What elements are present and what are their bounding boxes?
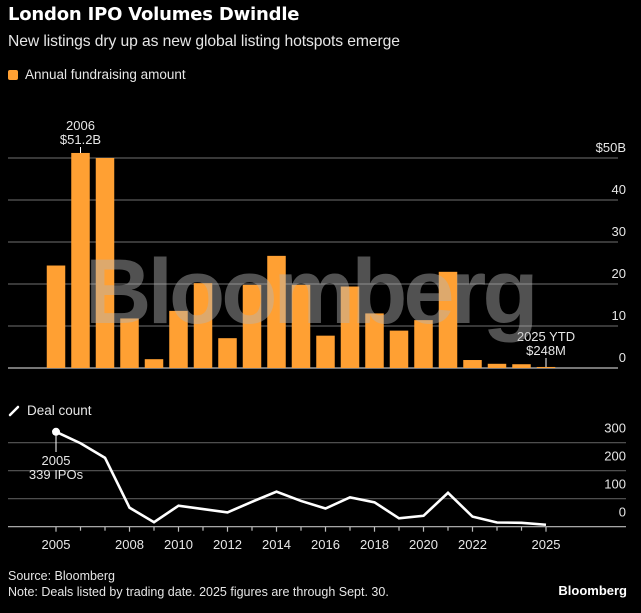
x-tick-label: 2016: [311, 537, 340, 552]
bar-chart-annotations: 2006$51.2B 2025 YTD$248M: [60, 118, 575, 367]
bar-chart-y-axis: 0 10 20 30 40 $50B: [596, 140, 626, 365]
line-y-tick-label: 100: [604, 477, 626, 492]
bar-y-tick-label: $50B: [596, 140, 626, 155]
bar-2015: [291, 284, 311, 368]
bar-2013: [242, 284, 262, 368]
line-y-tick-label: 300: [604, 421, 626, 436]
bar-2007: [95, 158, 115, 368]
x-tick-label: 2020: [409, 537, 438, 552]
legend-line-label: Deal count: [27, 403, 92, 418]
line-y-tick-label: 0: [619, 505, 626, 520]
line-chart-y-axis: 0 100 200 300: [604, 421, 626, 520]
x-tick-label: 2014: [262, 537, 291, 552]
chart-title: London IPO Volumes Dwindle: [8, 4, 300, 25]
bar-annotation-text: 2006: [66, 118, 95, 133]
x-tick-label: 2025: [532, 537, 561, 552]
source-note: Source: Bloomberg: [8, 569, 116, 583]
legend-bar-swatch-icon: [8, 69, 18, 80]
bar-annotation-text: $248M: [526, 343, 566, 358]
bar-2022: [463, 360, 482, 368]
x-tick-label: 2022: [458, 537, 487, 552]
x-tick-label: 2018: [360, 537, 389, 552]
bar-2009: [144, 359, 164, 368]
bar-y-tick-label: 30: [612, 224, 626, 239]
legend-bar-label: Annual fundraising amount: [25, 67, 186, 82]
deal-count-line: [55, 430, 547, 527]
line-annotation-text: 2005: [42, 453, 71, 468]
x-tick-label: 2008: [115, 537, 144, 552]
bar-2005: [46, 265, 66, 368]
bar-2021: [438, 271, 458, 368]
line-chart-x-axis: 2005 2008 2010 2012 2014 2016 2018 2020 2022 2025: [42, 526, 561, 552]
bar-chart-bars: [46, 152, 556, 368]
legend-line-swatch-icon: [8, 405, 20, 416]
brand-logo: Bloomberg: [558, 583, 627, 598]
x-tick-label: 2005: [42, 537, 71, 552]
bar-2014: [267, 255, 286, 368]
bar-2019: [389, 330, 409, 368]
bar-y-tick-label: 10: [612, 308, 626, 323]
bar-annotation-text: $51.2B: [60, 132, 101, 147]
bar-2008: [120, 318, 139, 368]
bar-y-tick-label: 0: [619, 350, 626, 365]
bar-2025: [536, 366, 556, 368]
chart-subtitle: New listings dry up as new global listin…: [8, 33, 400, 50]
bar-2016: [316, 335, 335, 368]
bar-annotation-text: 2025 YTD: [517, 329, 575, 344]
x-tick-label: 2012: [213, 537, 242, 552]
line-annotation-text: 339 IPOs: [29, 467, 84, 482]
line-chart-grid: [8, 442, 626, 528]
bar-2010: [169, 310, 188, 368]
line-chart-series: [55, 430, 547, 527]
bar-2018: [365, 313, 384, 368]
bar-2017: [340, 286, 360, 368]
legend-bar: Annual fundraising amount: [8, 67, 186, 82]
bar-2011: [193, 283, 213, 368]
bar-y-tick-label: 20: [612, 266, 626, 281]
bar-2012: [218, 338, 237, 368]
bar-2023: [487, 363, 507, 368]
footnote: Note: Deals listed by trading date. 2025…: [8, 585, 389, 599]
bar-2024: [512, 364, 531, 368]
x-tick-label: 2010: [164, 537, 193, 552]
bar-y-tick-label: 40: [612, 182, 626, 197]
bar-2020: [414, 320, 433, 368]
bar-2006: [71, 152, 90, 368]
legend-line: Deal count: [8, 403, 92, 418]
line-y-tick-label: 200: [604, 449, 626, 464]
